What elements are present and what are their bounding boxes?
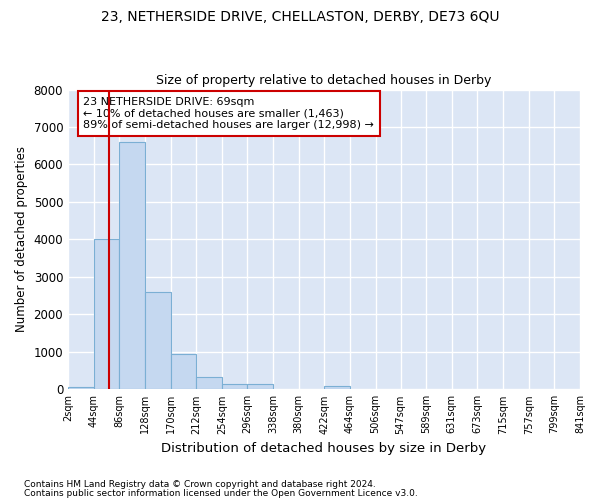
Bar bbox=[94, 240, 119, 390]
Bar bbox=[247, 384, 273, 390]
Bar bbox=[68, 388, 94, 390]
Text: 23, NETHERSIDE DRIVE, CHELLASTON, DERBY, DE73 6QU: 23, NETHERSIDE DRIVE, CHELLASTON, DERBY,… bbox=[101, 10, 499, 24]
Y-axis label: Number of detached properties: Number of detached properties bbox=[15, 146, 28, 332]
Text: 23 NETHERSIDE DRIVE: 69sqm
← 10% of detached houses are smaller (1,463)
89% of s: 23 NETHERSIDE DRIVE: 69sqm ← 10% of deta… bbox=[83, 97, 374, 130]
Bar bbox=[325, 386, 350, 390]
Title: Size of property relative to detached houses in Derby: Size of property relative to detached ho… bbox=[157, 74, 492, 87]
Bar bbox=[170, 354, 196, 390]
Bar bbox=[222, 384, 247, 390]
X-axis label: Distribution of detached houses by size in Derby: Distribution of detached houses by size … bbox=[161, 442, 487, 455]
Text: Contains HM Land Registry data © Crown copyright and database right 2024.: Contains HM Land Registry data © Crown c… bbox=[24, 480, 376, 489]
Bar bbox=[196, 377, 222, 390]
Text: Contains public sector information licensed under the Open Government Licence v3: Contains public sector information licen… bbox=[24, 488, 418, 498]
Bar bbox=[145, 292, 170, 390]
Bar bbox=[119, 142, 145, 390]
